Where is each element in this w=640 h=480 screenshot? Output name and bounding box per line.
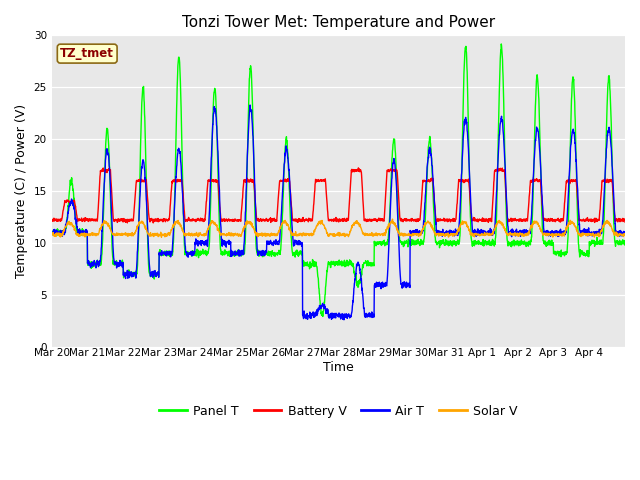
Battery V [48, 218, 56, 224]
Air T [511, 229, 519, 235]
Battery V [511, 216, 519, 222]
Battery V [374, 216, 381, 222]
Panel T [511, 240, 519, 246]
Battery V [229, 216, 237, 222]
Solar V [373, 231, 381, 237]
Panel T [319, 313, 326, 319]
Line: Battery V: Battery V [52, 168, 625, 223]
Solar V [388, 216, 396, 222]
Y-axis label: Temperature (C) / Power (V): Temperature (C) / Power (V) [15, 104, 28, 278]
Solar V [229, 232, 237, 238]
Panel T [497, 41, 505, 47]
Panel T [373, 240, 381, 245]
Solar V [621, 232, 629, 238]
Solar V [105, 223, 113, 228]
Line: Solar V: Solar V [52, 219, 625, 237]
Battery V [614, 217, 621, 223]
Battery V [544, 217, 552, 223]
Air T [374, 281, 381, 287]
Solar V [48, 231, 56, 237]
Solar V [157, 234, 165, 240]
Panel T [614, 238, 621, 243]
Air T [614, 229, 621, 235]
Panel T [621, 241, 629, 247]
Panel T [229, 249, 237, 254]
Text: TZ_tmet: TZ_tmet [60, 47, 114, 60]
Panel T [48, 228, 56, 233]
Battery V [621, 219, 629, 225]
Panel T [544, 242, 552, 248]
Solar V [544, 232, 552, 238]
Air T [48, 228, 56, 234]
Air T [105, 158, 113, 164]
Legend: Panel T, Battery V, Air T, Solar V: Panel T, Battery V, Air T, Solar V [154, 400, 522, 423]
X-axis label: Time: Time [323, 361, 354, 374]
Air T [621, 229, 629, 235]
Title: Tonzi Tower Met: Temperature and Power: Tonzi Tower Met: Temperature and Power [182, 15, 495, 30]
Battery V [149, 220, 157, 226]
Battery V [355, 165, 362, 171]
Air T [544, 228, 552, 234]
Solar V [511, 232, 519, 238]
Air T [229, 249, 237, 254]
Battery V [105, 166, 113, 171]
Air T [246, 102, 254, 108]
Panel T [105, 150, 113, 156]
Solar V [614, 230, 621, 236]
Line: Panel T: Panel T [52, 44, 625, 316]
Air T [340, 317, 348, 323]
Line: Air T: Air T [52, 105, 625, 320]
